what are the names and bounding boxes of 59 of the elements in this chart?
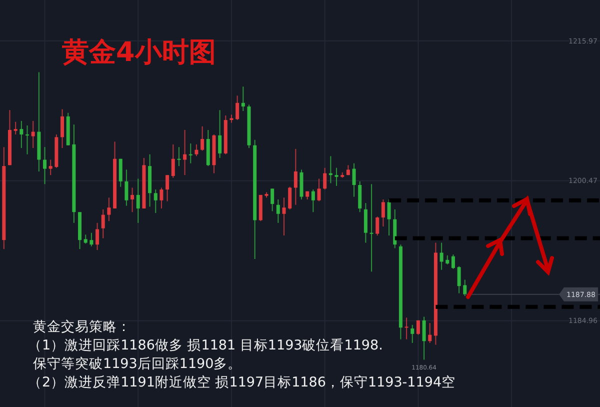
annotation: 黄金交易策略： xyxy=(33,319,131,335)
candlestick xyxy=(422,316,426,360)
candlestick xyxy=(381,198,385,228)
candlestick xyxy=(20,120,24,148)
candlestick xyxy=(188,142,192,164)
annotation: （1）激进回踩1186做多 损1181 目标1193破位看1198. xyxy=(28,338,383,354)
candlestick xyxy=(154,189,158,214)
candlestick xyxy=(282,197,286,236)
candlestick xyxy=(404,317,408,340)
candlestick xyxy=(451,254,455,270)
candlestick xyxy=(101,208,105,239)
candlestick xyxy=(171,144,175,178)
candlestick xyxy=(446,254,450,265)
candlestick xyxy=(311,189,315,213)
candlestick xyxy=(31,120,35,148)
candlestick xyxy=(14,121,18,135)
candlestick xyxy=(428,322,432,344)
candlestick xyxy=(177,146,181,167)
candlestick xyxy=(118,158,122,188)
candlestick xyxy=(107,197,111,222)
candlestick xyxy=(130,187,134,213)
candlestick xyxy=(317,178,321,202)
annotation: 保守等突破1193后回踩1190多。 xyxy=(33,356,242,372)
candlestick xyxy=(160,187,164,209)
candlestick xyxy=(124,169,128,206)
candlestick xyxy=(370,184,374,272)
candlestick xyxy=(416,320,420,336)
candlestick xyxy=(358,180,362,213)
candlestick xyxy=(194,144,198,157)
candlestick xyxy=(440,242,444,270)
text: 黄金4小时图 xyxy=(61,37,216,68)
candlestick xyxy=(200,126,204,152)
candlestick xyxy=(84,234,88,244)
candlestick xyxy=(43,146,47,185)
candlestick xyxy=(48,159,52,176)
candlestick xyxy=(183,129,187,176)
candlestick xyxy=(334,167,338,186)
candlestick xyxy=(463,279,467,296)
candlestick xyxy=(60,108,64,148)
candlestick xyxy=(276,198,280,224)
candlestick xyxy=(288,186,292,210)
candlestick xyxy=(166,174,170,202)
candlestick xyxy=(457,266,461,294)
candlestick xyxy=(364,202,368,244)
candlestick xyxy=(294,148,298,206)
candlestick xyxy=(236,95,240,121)
candlestick xyxy=(352,162,356,198)
candlestick xyxy=(387,198,391,236)
candlestick xyxy=(136,178,140,224)
candlestick xyxy=(90,232,94,247)
candlestick xyxy=(376,216,380,236)
candlestick xyxy=(218,110,222,158)
candlestick xyxy=(96,222,100,250)
candlestick xyxy=(323,167,327,190)
annotation: （2）激进反弹1191附近做空 损1197目标1186，保守1193-1194空 xyxy=(28,374,456,390)
candlestick xyxy=(241,86,245,112)
candlestick xyxy=(26,124,30,155)
candlestick xyxy=(270,188,274,212)
candlestick xyxy=(410,324,414,344)
